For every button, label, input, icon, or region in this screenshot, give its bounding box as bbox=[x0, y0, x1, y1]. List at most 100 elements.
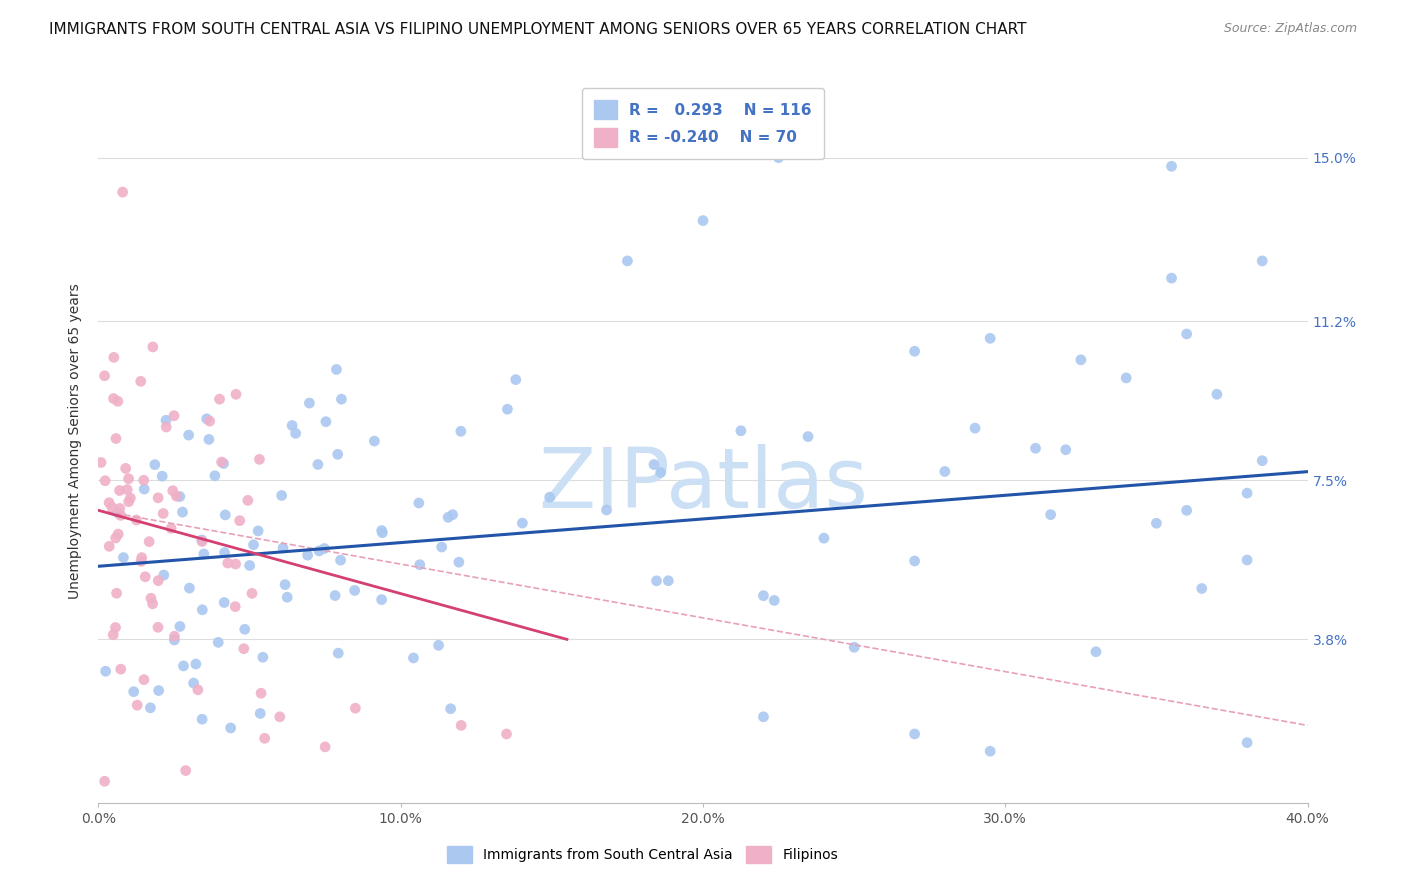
Point bbox=[797, 429, 820, 443]
Point bbox=[370, 524, 392, 538]
Point bbox=[132, 473, 155, 487]
Point bbox=[129, 554, 152, 568]
Point bbox=[512, 516, 534, 530]
Point bbox=[1175, 503, 1198, 517]
Point bbox=[645, 574, 668, 588]
Point bbox=[752, 589, 775, 603]
Point bbox=[183, 676, 205, 690]
Point bbox=[934, 465, 956, 479]
Point bbox=[326, 447, 349, 461]
Point bbox=[103, 392, 125, 406]
Point bbox=[211, 455, 233, 469]
Point bbox=[217, 556, 239, 570]
Point bbox=[191, 712, 214, 726]
Point bbox=[163, 629, 186, 643]
Point bbox=[650, 466, 672, 480]
Point bbox=[172, 505, 194, 519]
Point bbox=[427, 638, 450, 652]
Point bbox=[284, 426, 307, 441]
Point bbox=[538, 490, 561, 504]
Point bbox=[250, 686, 273, 700]
Point bbox=[93, 774, 115, 789]
Point bbox=[239, 558, 262, 573]
Point bbox=[763, 593, 786, 607]
Point bbox=[120, 491, 142, 505]
Point bbox=[315, 415, 337, 429]
Point bbox=[1236, 735, 1258, 749]
Point bbox=[204, 468, 226, 483]
Point bbox=[118, 494, 141, 508]
Point bbox=[150, 469, 173, 483]
Y-axis label: Unemployment Among Seniors over 65 years: Unemployment Among Seniors over 65 years bbox=[69, 284, 83, 599]
Point bbox=[1236, 486, 1258, 500]
Point bbox=[225, 557, 247, 571]
Point bbox=[344, 701, 367, 715]
Point bbox=[214, 546, 236, 560]
Point bbox=[107, 506, 129, 520]
Point bbox=[90, 456, 112, 470]
Point bbox=[143, 458, 166, 472]
Point bbox=[363, 434, 385, 448]
Point bbox=[371, 525, 394, 540]
Point bbox=[844, 640, 866, 655]
Point bbox=[271, 541, 294, 555]
Point bbox=[1175, 326, 1198, 341]
Point bbox=[1070, 352, 1092, 367]
Point bbox=[595, 503, 617, 517]
Point bbox=[152, 507, 174, 521]
Point bbox=[269, 710, 291, 724]
Point bbox=[343, 583, 366, 598]
Point bbox=[430, 540, 453, 554]
Text: ZIPatlas: ZIPatlas bbox=[538, 444, 868, 525]
Point bbox=[242, 538, 264, 552]
Point bbox=[307, 458, 329, 472]
Point bbox=[298, 396, 321, 410]
Point bbox=[139, 700, 162, 714]
Point bbox=[94, 664, 117, 678]
Point bbox=[225, 387, 247, 401]
Point bbox=[752, 710, 775, 724]
Point bbox=[323, 589, 346, 603]
Point bbox=[165, 489, 187, 503]
Point bbox=[408, 496, 430, 510]
Point bbox=[325, 362, 347, 376]
Point bbox=[146, 620, 169, 634]
Point bbox=[98, 496, 121, 510]
Point bbox=[409, 558, 432, 572]
Point bbox=[1039, 508, 1062, 522]
Point bbox=[112, 550, 135, 565]
Point bbox=[107, 394, 129, 409]
Point bbox=[114, 461, 136, 475]
Point bbox=[104, 531, 127, 545]
Point bbox=[207, 635, 229, 649]
Point bbox=[330, 392, 353, 406]
Point bbox=[270, 488, 292, 502]
Point bbox=[328, 646, 350, 660]
Point bbox=[1251, 254, 1274, 268]
Point bbox=[134, 482, 156, 496]
Point bbox=[155, 420, 177, 434]
Point bbox=[1024, 441, 1046, 455]
Point bbox=[643, 458, 665, 472]
Point bbox=[1160, 159, 1182, 173]
Point bbox=[163, 632, 186, 647]
Point bbox=[965, 421, 987, 435]
Point bbox=[904, 554, 927, 568]
Point bbox=[160, 521, 183, 535]
Point bbox=[450, 718, 472, 732]
Point bbox=[187, 682, 209, 697]
Point bbox=[813, 531, 835, 545]
Point bbox=[249, 452, 271, 467]
Point bbox=[138, 534, 160, 549]
Point bbox=[224, 599, 246, 614]
Point bbox=[1236, 553, 1258, 567]
Point bbox=[142, 597, 165, 611]
Point bbox=[979, 331, 1001, 345]
Point bbox=[108, 483, 131, 498]
Point bbox=[125, 513, 148, 527]
Point bbox=[146, 491, 169, 505]
Point bbox=[107, 527, 129, 541]
Point bbox=[730, 424, 752, 438]
Point bbox=[148, 574, 170, 588]
Point bbox=[108, 501, 131, 516]
